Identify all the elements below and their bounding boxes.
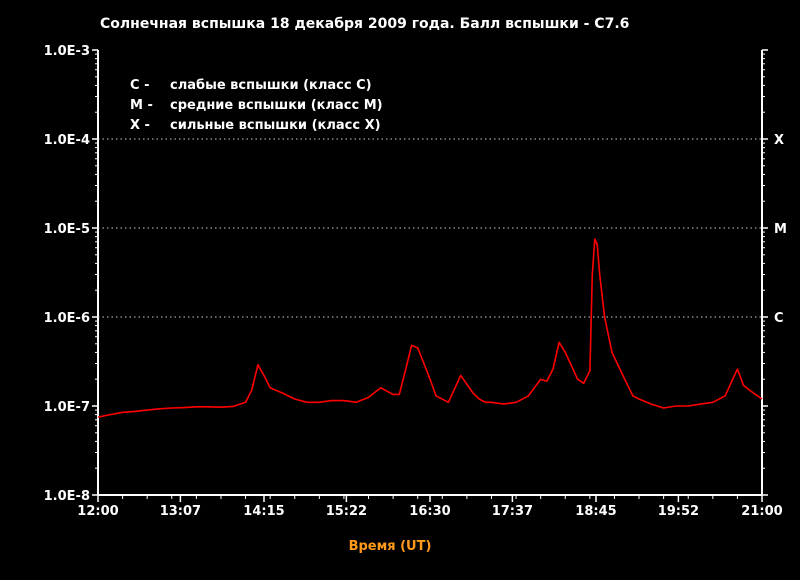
flare-class-label: M [774,222,787,237]
legend-key: X - [130,118,150,133]
x-tick-label: 21:00 [741,504,782,519]
y-tick-label: 1.0E-7 [44,400,90,415]
xray-flux-series-line [97,238,763,418]
x-tick-label: 15:22 [326,504,367,519]
flare-class-label: C [774,311,784,326]
x-tick-label: 19:52 [658,504,699,519]
legend-text: сильные вспышки (класс X) [170,118,381,133]
x-tick-label: 14:15 [243,504,284,519]
legend-key: C - [130,78,149,93]
y-tick-label: 1.0E-4 [44,133,90,148]
y-tick-label: 1.0E-8 [44,489,90,504]
legend-key: M - [130,98,153,113]
legend-text: средние вспышки (класс M) [170,98,383,113]
chart-title: Солнечная вспышка 18 декабря 2009 года. … [100,16,629,32]
plot-frame [97,50,763,496]
y-axis: 1.0E-8 1.0E-7 1.0E-6 1.0E-5 1.0E-4 1.0E-3 [44,44,768,504]
y-tick-label: 1.0E-5 [44,222,90,237]
flare-class-label: X [774,133,784,148]
legend-text: слабые вспышки (класс С) [170,78,372,93]
x-tick-label: 13:07 [160,504,201,519]
y-tick-label: 1.0E-6 [44,311,90,326]
x-tick-label: 18:45 [575,504,616,519]
grid-lines [98,138,762,318]
legend: C - слабые вспышки (класс С) M - средние вс… [130,78,383,133]
x-tick-label: 12:00 [77,504,118,519]
flare-class-labels: X M C [774,133,787,326]
y-tick-label: 1.0E-3 [44,44,90,59]
x-tick-label: 16:30 [409,504,450,519]
x-axis-label: Время (UT) [349,539,432,554]
x-tick-label: 17:37 [492,504,533,519]
x-axis: 12:00 13:07 14:15 15:22 16:30 17:37 18:45 19:52… [77,495,783,519]
